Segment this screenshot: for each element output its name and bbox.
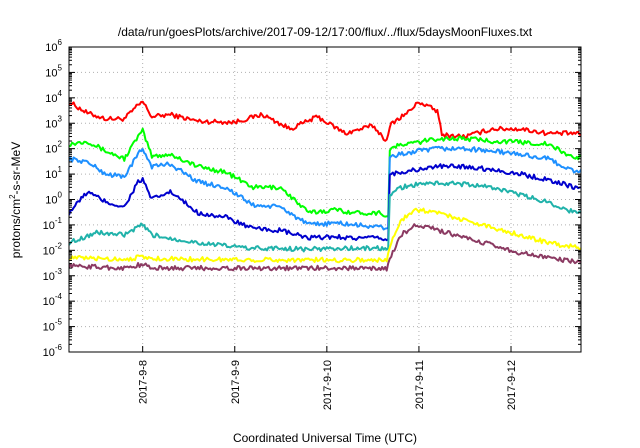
y-tick-exponent: 3 <box>58 114 63 123</box>
y-tick-exponent: -4 <box>55 292 63 301</box>
chart-title: /data/run/goesPlots/archive/2017-09-12/1… <box>118 25 533 39</box>
y-tick-base: 10 <box>45 93 57 105</box>
y-tick-exponent: -3 <box>55 267 63 276</box>
y-tick-exponent: -6 <box>55 343 63 352</box>
y-tick-base: 10 <box>45 42 57 54</box>
y-axis-label: protons/cm2-s-sr-MeV <box>8 142 23 258</box>
plot-lines <box>69 100 581 272</box>
y-tick-base: 10 <box>45 144 57 156</box>
y-tick-exponent: -5 <box>55 318 63 327</box>
series-line-6 <box>69 207 581 264</box>
x-tick-label: 2017-9-10 <box>322 360 334 410</box>
y-tick-exponent: 2 <box>58 140 63 149</box>
series-line-4 <box>69 163 581 242</box>
y-tick-label: 106 <box>45 38 62 54</box>
x-tick-label: 2017-9-11 <box>414 360 426 409</box>
y-tick-exponent: 6 <box>58 38 63 47</box>
y-tick-exponent: 0 <box>58 191 63 200</box>
y-tick-label: 10-1 <box>43 216 63 232</box>
y-tick-label: 10-6 <box>43 343 63 359</box>
series-line-1 <box>69 100 581 142</box>
x-tick-label: 2017-9-9 <box>230 360 242 404</box>
y-tick-label: 101 <box>45 165 62 181</box>
y-tick-label: 103 <box>45 114 62 130</box>
y-tick-exponent: -1 <box>55 216 63 225</box>
y-tick-exponent: 1 <box>58 165 63 174</box>
series-line-5 <box>69 180 581 253</box>
x-tick-label: 2017-9-12 <box>506 360 518 410</box>
y-tick-label: 10-2 <box>43 241 63 257</box>
y-tick-label: 10-5 <box>43 318 63 334</box>
y-tick-label: 100 <box>45 191 62 207</box>
y-tick-label: 10-4 <box>43 292 63 308</box>
y-tick-label: 102 <box>45 140 62 156</box>
x-tick-label: 2017-9-8 <box>138 360 150 404</box>
y-axis-label-main: protons/cm <box>9 199 23 258</box>
y-tick-base: 10 <box>45 67 57 79</box>
y-tick-label: 10-3 <box>43 267 63 283</box>
y-axis-label-tail: -s-sr-MeV <box>9 142 23 195</box>
y-tick-label: 105 <box>45 63 62 79</box>
y-tick-base: 10 <box>43 245 55 257</box>
series-line-3 <box>69 145 581 231</box>
y-tick-label: 104 <box>45 89 62 105</box>
y-tick-base: 10 <box>43 296 55 308</box>
series-line-2 <box>69 127 581 218</box>
y-tick-exponent: 4 <box>58 89 63 98</box>
y-tick-base: 10 <box>45 195 57 207</box>
y-tick-exponent: 5 <box>58 63 63 72</box>
y-tick-base: 10 <box>43 322 55 334</box>
y-tick-base: 10 <box>43 220 55 232</box>
y-tick-base: 10 <box>45 118 57 130</box>
y-tick-base: 10 <box>43 347 55 359</box>
grid <box>69 47 581 352</box>
y-tick-exponent: -2 <box>55 241 63 250</box>
y-tick-base: 10 <box>43 271 55 283</box>
x-axis: 2017-9-8 2017-9-9 2017-9-10 2017-9-11 2017-9… <box>138 47 518 410</box>
y-axis: 10-610-510-410-310-210-11001011021031041… <box>43 38 581 359</box>
x-axis-label: Coordinated Universal Time (UTC) <box>233 431 417 445</box>
y-tick-base: 10 <box>45 169 57 181</box>
series-line-7 <box>69 223 581 272</box>
y-axis-label-sup: 2 <box>8 194 17 199</box>
